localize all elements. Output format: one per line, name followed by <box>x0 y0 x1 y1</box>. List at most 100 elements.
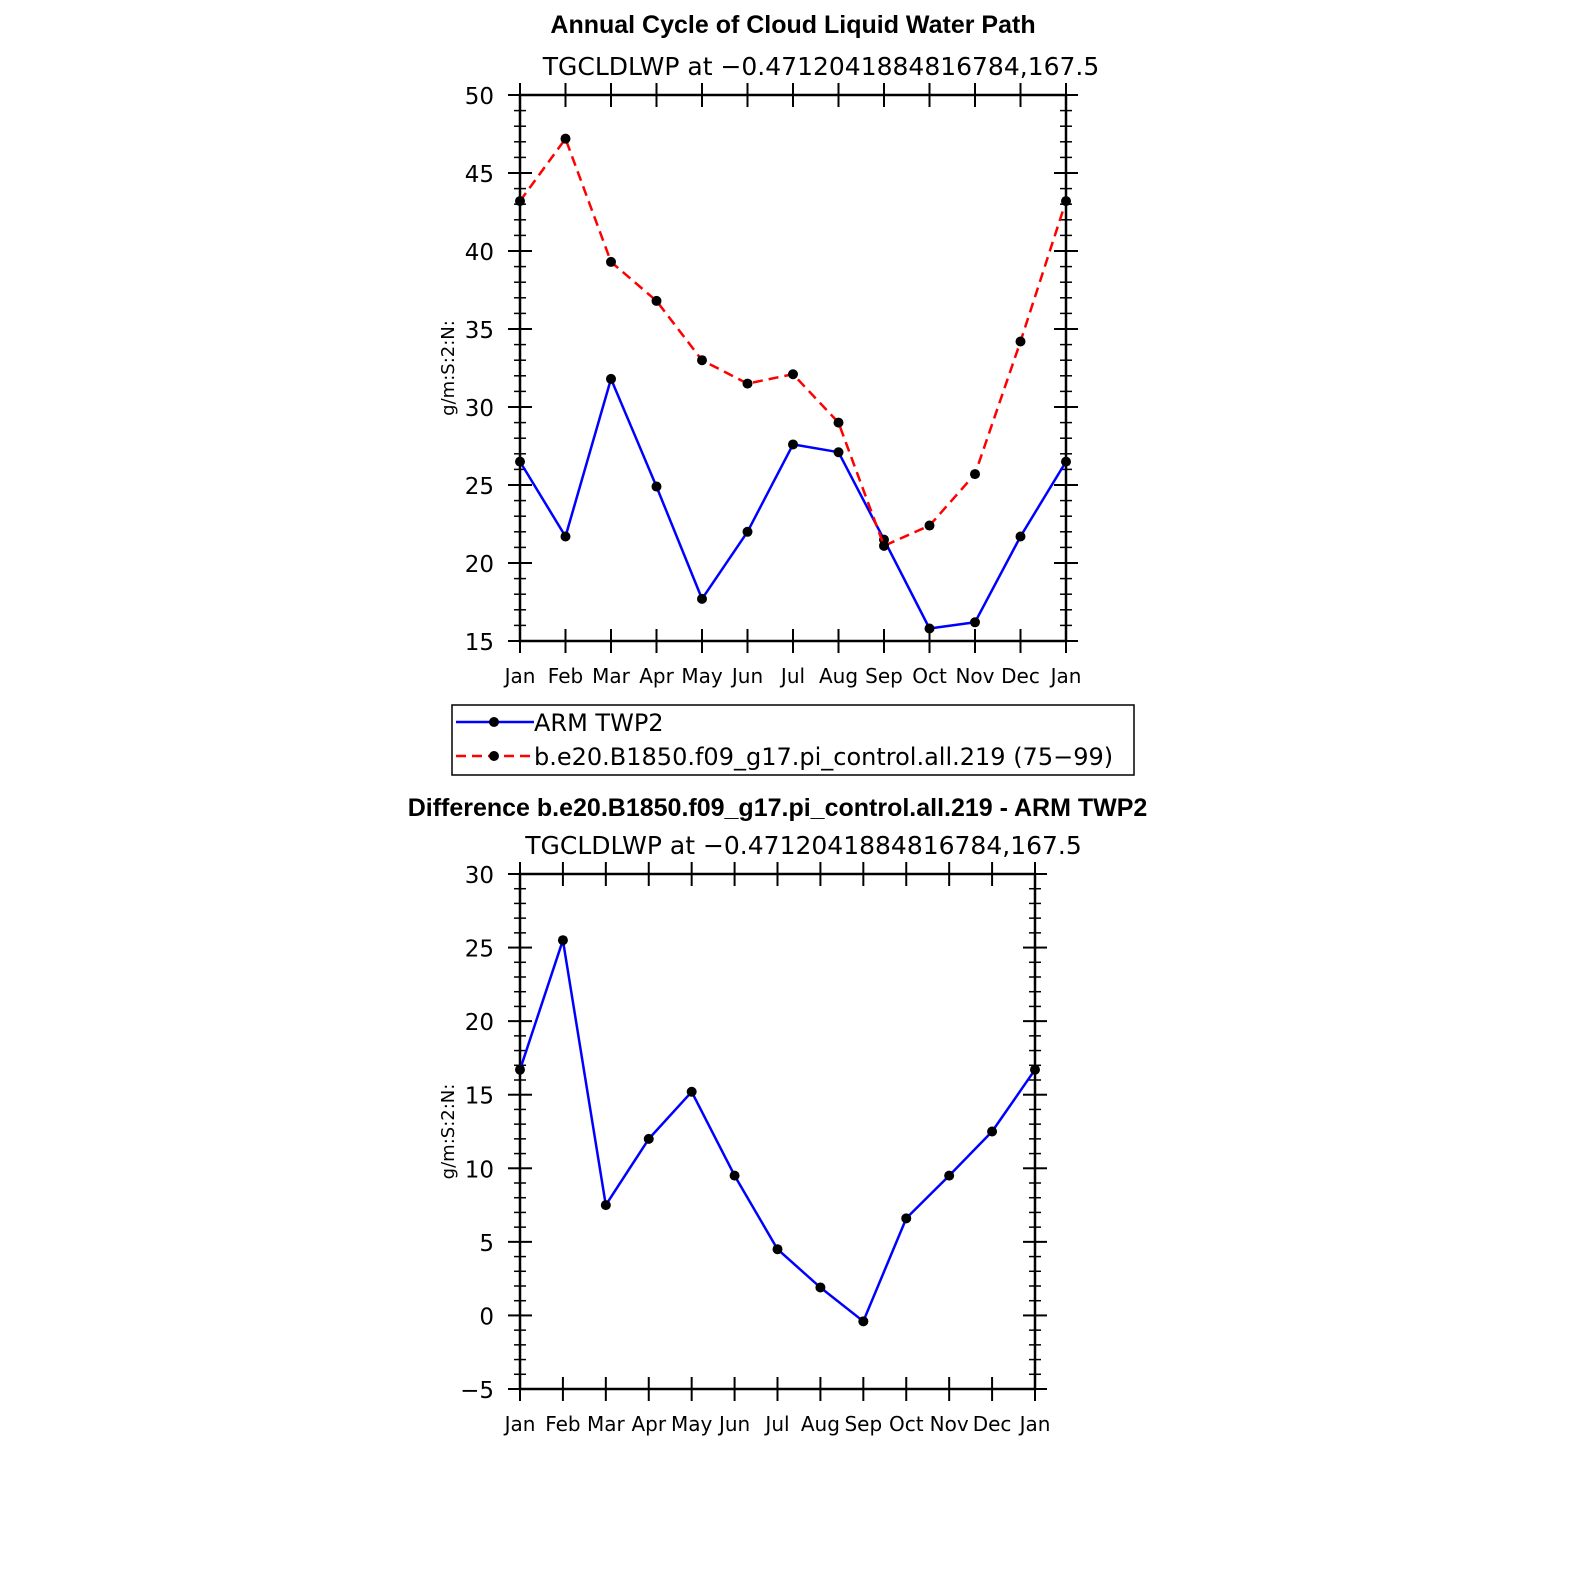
data-point <box>742 378 753 389</box>
data-point <box>815 1282 826 1293</box>
annual-cycle-chart: Annual Cycle of Cloud Liquid Water Path T… <box>438 11 1099 688</box>
data-point <box>833 417 844 428</box>
x-tick-label: Jan <box>503 664 536 688</box>
y-tick-label: 25 <box>465 474 494 500</box>
data-point <box>560 133 571 144</box>
y-tick-label: 30 <box>465 396 494 422</box>
data-point <box>1061 196 1071 207</box>
data-point <box>651 481 662 492</box>
data-point <box>560 531 571 542</box>
data-point <box>970 469 980 480</box>
x-tick-label: Jan <box>1049 664 1082 688</box>
data-point <box>515 1064 525 1075</box>
x-tick-label: Jan <box>503 1412 536 1436</box>
x-tick-label: Sep <box>844 1412 882 1436</box>
chart-subtitle: TGCLDLWP at −0.4712041884816784,167.5 <box>524 831 1082 860</box>
plot-frame <box>518 872 1037 1391</box>
data-point <box>697 593 707 604</box>
data-point <box>651 295 662 306</box>
y-tick-label: 30 <box>465 863 494 889</box>
y-axis-label: g/m:S:2:N: <box>438 1084 459 1180</box>
x-tick-label: Oct <box>912 664 947 688</box>
x-tick-label: May <box>681 664 723 688</box>
legend-label: ARM TWP2 <box>534 709 664 737</box>
y-tick-label: 20 <box>465 552 494 578</box>
data-point <box>729 1170 740 1181</box>
x-tick-label: Nov <box>955 664 994 688</box>
y-tick-label: −5 <box>460 1378 494 1404</box>
x-tick-label: Apr <box>639 664 674 688</box>
data-point <box>1015 336 1026 347</box>
legend-box <box>451 704 1135 776</box>
y-tick-label: 40 <box>465 240 494 266</box>
chart-title: Difference b.e20.B1850.f09_g17.pi_contro… <box>408 794 1148 822</box>
data-point <box>987 1126 998 1137</box>
legend-label: b.e20.B1850.f09_g17.pi_control.all.219 (… <box>534 743 1113 771</box>
y-tick-label: 15 <box>465 1084 494 1110</box>
data-point <box>1061 456 1071 467</box>
data-point <box>1015 531 1026 542</box>
y-tick-label: 0 <box>479 1304 494 1330</box>
legend-marker <box>489 751 499 761</box>
data-point <box>600 1200 611 1211</box>
y-axis-label: g/m:S:2:N: <box>438 320 459 416</box>
y-tick-label: 35 <box>465 318 494 344</box>
x-tick-label: Aug <box>801 1412 840 1436</box>
y-tick-label: 20 <box>465 1010 494 1036</box>
x-tick-label: Dec <box>1001 664 1040 688</box>
x-tick-label: Jul <box>763 1412 789 1436</box>
x-tick-label: Jun <box>730 664 763 688</box>
data-point <box>901 1213 912 1224</box>
data-point <box>924 520 935 531</box>
data-point <box>1030 1064 1040 1075</box>
y-tick-label: 25 <box>465 937 494 963</box>
difference-chart: Difference b.e20.B1850.f09_g17.pi_contro… <box>408 794 1148 1436</box>
data-point <box>788 369 798 380</box>
legend: ARM TWP2 b.e20.B1850.f09_g17.pi_control.a… <box>451 704 1135 776</box>
data-point <box>944 1170 955 1181</box>
series-line-0 <box>518 938 1037 1323</box>
x-tick-label: Oct <box>889 1412 924 1436</box>
data-point <box>643 1133 654 1144</box>
y-tick-label: 45 <box>465 162 494 188</box>
data-point <box>788 439 798 450</box>
x-tick-label: Dec <box>973 1412 1012 1436</box>
data-point <box>833 447 844 458</box>
y-tick-label: 50 <box>465 84 494 110</box>
x-tick-label: Apr <box>631 1412 666 1436</box>
data-point <box>606 256 616 267</box>
data-point <box>515 456 525 467</box>
data-point <box>606 373 616 384</box>
plot-frame <box>518 93 1068 643</box>
x-tick-label: Jun <box>717 1412 750 1436</box>
x-tick-label: Mar <box>587 1412 626 1436</box>
chart-subtitle: TGCLDLWP at −0.4712041884816784,167.5 <box>542 52 1100 81</box>
y-tick-label: 5 <box>479 1231 494 1257</box>
x-tick-label: Aug <box>819 664 858 688</box>
data-point <box>515 196 525 207</box>
x-tick-label: Feb <box>545 1412 580 1436</box>
data-point <box>557 935 568 946</box>
series-line-0 <box>518 377 1068 630</box>
data-point <box>686 1086 697 1097</box>
data-point <box>742 526 753 537</box>
data-point <box>772 1244 783 1255</box>
x-tick-label: Sep <box>865 664 903 688</box>
x-tick-label: May <box>671 1412 713 1436</box>
data-point <box>697 355 707 366</box>
y-tick-label: 15 <box>465 630 494 656</box>
data-point <box>879 540 889 551</box>
y-tick-label: 10 <box>465 1157 494 1183</box>
x-tick-label: Feb <box>548 664 583 688</box>
data-point <box>970 617 980 628</box>
data-point <box>858 1316 869 1327</box>
x-tick-label: Nov <box>930 1412 969 1436</box>
x-tick-label: Jul <box>779 664 805 688</box>
series-line-1 <box>518 137 1068 548</box>
x-tick-label: Mar <box>592 664 631 688</box>
chart-title: Annual Cycle of Cloud Liquid Water Path <box>550 11 1035 39</box>
data-point <box>924 623 935 634</box>
x-tick-label: Jan <box>1018 1412 1051 1436</box>
legend-marker <box>489 717 499 727</box>
